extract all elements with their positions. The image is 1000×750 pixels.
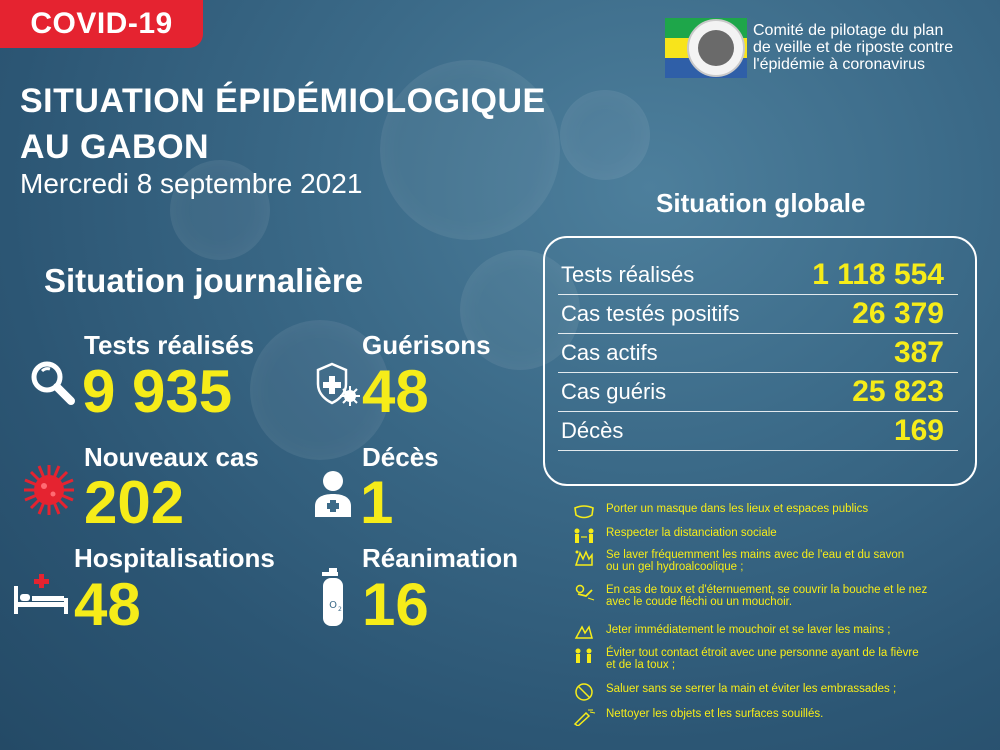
avoid-contact-icon <box>575 648 592 663</box>
global-row: Cas testés positifs 26 379 <box>558 295 958 334</box>
covid-badge: COVID-19 <box>0 0 203 48</box>
tissue-icon <box>574 625 593 639</box>
global-row: Cas actifs 387 <box>558 334 958 373</box>
guideline-text: Nettoyer les objets et les surfaces soui… <box>606 708 824 720</box>
guideline-text: Se laver fréquemment les mains avec de l… <box>606 549 905 561</box>
doctor-icon <box>315 471 351 517</box>
committee-line2: de veille et de riposte contre <box>753 39 954 56</box>
page-title-line2: AU GABON <box>20 128 210 166</box>
global-row-value: 26 379 <box>852 297 944 330</box>
guideline-item: Nettoyer les objets et les surfaces soui… <box>572 708 992 726</box>
global-row: Décès 169 <box>558 412 958 451</box>
committee-line3: l'épidémie à coronavirus <box>753 56 926 73</box>
guideline-item: Éviter tout contact étroit avec une pers… <box>572 647 992 671</box>
daily-icu-value: 16 <box>362 571 429 638</box>
daily-tests-value: 9 935 <box>82 358 233 425</box>
cleaning-spray-icon <box>573 709 596 726</box>
guideline-text: Saluer sans se serrer la main et éviter … <box>606 683 897 695</box>
committee-name: Comité de pilotage du plan de veille et … <box>753 22 953 73</box>
daily-hospital-label: Hospitalisations <box>74 543 275 573</box>
guideline-item: Se laver fréquemment les mains avec de l… <box>572 549 992 573</box>
background-virus-shape <box>170 160 270 260</box>
daily-recoveries-label: Guérisons <box>362 330 491 360</box>
page-title-line1: SITUATION ÉPIDÉMIOLOGIQUE <box>20 82 546 120</box>
hand-wash-icon <box>574 550 593 566</box>
background-virus-shape <box>460 250 580 370</box>
social-distance-icon <box>574 528 594 543</box>
global-row: Tests réalisés 1 118 554 <box>558 256 958 295</box>
svg-text:O: O <box>329 600 337 611</box>
daily-tests-label: Tests réalisés <box>84 330 255 360</box>
global-row-value: 169 <box>893 414 944 447</box>
daily-icu-label: Réanimation <box>362 543 519 573</box>
no-handshake-icon <box>575 683 593 701</box>
global-row-label: Cas testés positifs <box>561 301 740 326</box>
guideline-text: Porter un masque dans les lieux et espac… <box>606 503 869 515</box>
global-row-label: Cas guéris <box>561 379 667 404</box>
report-date: Mercredi 8 septembre 2021 <box>20 168 363 199</box>
daily-hospital-value: 48 <box>74 571 141 638</box>
oxygen-tank-icon: O 2 <box>322 568 343 626</box>
magnifier-icon <box>31 361 75 405</box>
committee-line1: Comité de pilotage du plan <box>753 22 944 39</box>
global-row-value: 387 <box>893 336 944 369</box>
mask-icon <box>574 505 594 519</box>
global-row-label: Décès <box>561 418 624 443</box>
background-virus-shape <box>560 90 650 180</box>
gabon-flag-logo <box>665 18 747 78</box>
virus-icon <box>24 465 74 515</box>
cough-elbow-icon <box>575 584 595 601</box>
guideline-item: Porter un masque dans les lieux et espac… <box>572 503 992 521</box>
global-row-value: 25 823 <box>852 375 944 408</box>
guideline-item: En cas de toux et d'éternuement, se couv… <box>572 584 992 608</box>
guideline-text: et de la toux ; <box>606 659 676 671</box>
daily-situation-title: Situation journalière <box>44 262 364 299</box>
background-virus-shape <box>380 60 560 240</box>
guideline-text: avec le coude fléchi ou un mouchoir. <box>606 596 793 608</box>
guideline-item: Jeter immédiatement le mouchoir et se la… <box>572 624 992 642</box>
global-situation-box <box>543 236 977 486</box>
global-row-label: Tests réalisés <box>561 262 695 287</box>
svg-text:2: 2 <box>338 606 342 613</box>
global-row-value: 1 118 554 <box>812 258 944 291</box>
daily-new-cases-value: 202 <box>84 469 185 536</box>
guideline-item: Respecter la distanciation sociale <box>572 527 992 545</box>
guideline-text: Respecter la distanciation sociale <box>606 527 777 539</box>
global-row-label: Cas actifs <box>561 340 658 365</box>
daily-deaths-value: 1 <box>360 469 394 536</box>
shield-virus-icon <box>316 362 360 406</box>
daily-deaths-label: Décès <box>362 442 439 472</box>
guideline-text: ou un gel hydroalcoolique ; <box>606 561 744 573</box>
guideline-text: Jeter immédiatement le mouchoir et se la… <box>606 624 891 636</box>
covid-badge-label: COVID-19 <box>30 7 173 40</box>
hospital-bed-icon <box>14 574 68 614</box>
page-title: SITUATION ÉPIDÉMIOLOGIQUE AU GABON <box>20 78 546 170</box>
daily-new-cases-label: Nouveaux cas <box>84 442 259 472</box>
guideline-item: Saluer sans se serrer la main et éviter … <box>572 683 992 701</box>
daily-recoveries-value: 48 <box>362 358 429 425</box>
guideline-text: En cas de toux et d'éternuement, se couv… <box>606 584 928 596</box>
republic-seal-icon <box>687 19 745 77</box>
global-row: Cas guéris 25 823 <box>558 373 958 412</box>
global-situation-title: Situation globale <box>656 188 866 218</box>
guideline-text: Éviter tout contact étroit avec une pers… <box>606 647 919 659</box>
